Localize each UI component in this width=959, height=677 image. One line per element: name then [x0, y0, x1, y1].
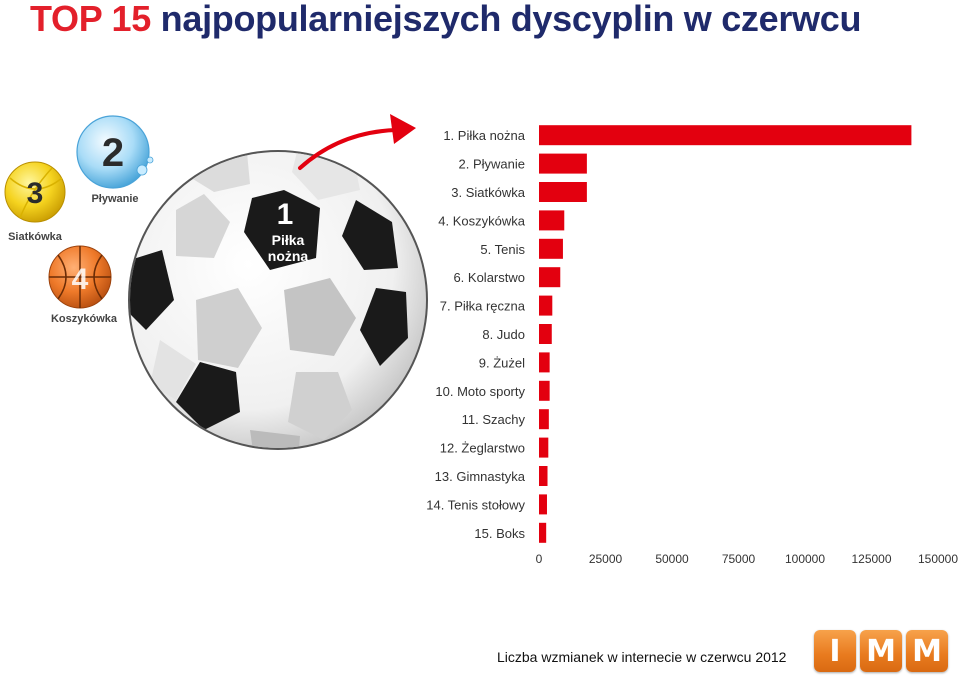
- bar: [539, 324, 552, 344]
- swimming-number: 2: [102, 131, 124, 175]
- bar: [539, 494, 547, 515]
- x-tick-label: 25000: [589, 552, 623, 566]
- x-axis-title: Liczba wzmianek w internecie w czerwcu 2…: [497, 649, 787, 665]
- category-label: 7. Piłka ręczna: [440, 299, 526, 314]
- red-arrow-icon: [298, 114, 416, 170]
- bar: [539, 352, 550, 373]
- category-label: 6. Kolarstwo: [453, 270, 525, 285]
- swimming-ball-icon: [76, 115, 154, 189]
- category-label: 15. Boks: [474, 526, 525, 541]
- category-label: 11. Szachy: [462, 412, 526, 427]
- x-tick-label: 0: [536, 552, 543, 566]
- category-label: 12. Żeglarstwo: [440, 441, 525, 456]
- category-label: 2. Pływanie: [459, 157, 525, 172]
- category-label: 4. Koszykówka: [438, 213, 525, 228]
- category-label: 5. Tenis: [480, 242, 525, 257]
- category-label: 8. Judo: [482, 327, 525, 342]
- page-title: TOP 15 najpopularniejszych dyscyplin w c…: [30, 0, 861, 40]
- swimming-label: Pływanie: [91, 193, 138, 205]
- soccer-label-line2: nożna: [268, 248, 309, 264]
- imm-logo: I M M: [814, 630, 948, 672]
- x-tick-label: 100000: [785, 552, 825, 566]
- logo-letter-m2: M: [906, 630, 948, 672]
- x-tick-label: 75000: [722, 552, 756, 566]
- bar-chart: 1. Piłka nożna 2. Pływanie 3. Siatkówka 4. …: [426, 125, 958, 566]
- category-label: 13. Gimnastyka: [435, 469, 526, 484]
- basketball-number: 4: [72, 263, 89, 296]
- category-label: 1. Piłka nożna: [443, 128, 525, 143]
- bar: [539, 522, 547, 543]
- bar: [539, 466, 548, 486]
- category-label: 9. Żużel: [479, 355, 525, 370]
- bar: [539, 295, 553, 316]
- category-label: 10. Moto sporty: [435, 384, 525, 399]
- bar: [539, 437, 549, 458]
- bar: [539, 409, 549, 430]
- sports-balls-illustration: 3 Siatkówka 2 Pływanie 4 Koszykówka: [4, 114, 428, 450]
- x-tick-label: 150000: [918, 552, 958, 566]
- title-text: najpopularniejszych dyscyplin w czerwcu: [160, 0, 862, 39]
- bar: [539, 125, 912, 146]
- soccer-number: 1: [277, 198, 294, 231]
- logo-letter-i: I: [814, 630, 856, 672]
- bar: [539, 238, 563, 259]
- bar: [539, 210, 565, 231]
- volleyball-label: Siatkówka: [8, 231, 63, 243]
- logo-letter-m1: M: [860, 630, 902, 672]
- basketball-icon: [48, 245, 112, 309]
- x-tick-label: 125000: [851, 552, 891, 566]
- basketball-label: Koszykówka: [51, 313, 118, 325]
- bar: [539, 153, 587, 174]
- bar: [539, 380, 550, 401]
- category-label: 14. Tenis stołowy: [426, 497, 525, 512]
- volleyball-icon: [4, 161, 66, 223]
- volleyball-number: 3: [27, 177, 44, 210]
- x-tick-label: 50000: [655, 552, 689, 566]
- soccer-label-line1: Piłka: [272, 232, 305, 248]
- category-label: 3. Siatkówka: [451, 185, 525, 200]
- bar: [539, 182, 587, 202]
- soccer-ball-icon: [128, 150, 428, 450]
- bar: [539, 267, 561, 288]
- title-top15: TOP 15: [30, 0, 151, 39]
